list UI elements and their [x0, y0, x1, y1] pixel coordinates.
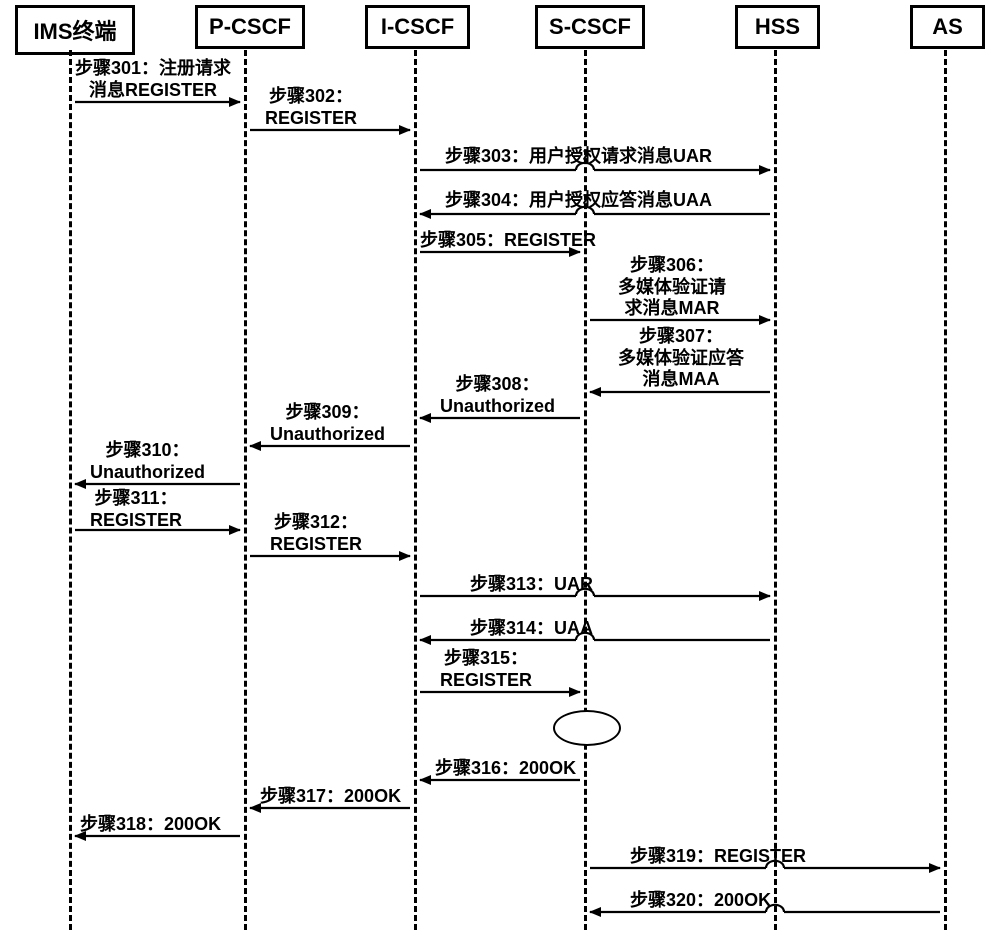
label-m307: 步骤307： 多媒体验证应答 消息MAA: [618, 326, 744, 391]
label-m320: 步骤320：200OK: [630, 890, 771, 912]
label-m315: 步骤315： REGISTER: [440, 648, 532, 691]
label-m314: 步骤314：UAA: [470, 618, 593, 640]
label-m319: 步骤319：REGISTER: [630, 846, 806, 868]
lifeline-head-as: AS: [910, 5, 985, 49]
lifeline-as: [944, 50, 947, 930]
lifeline-hss: [774, 50, 777, 930]
label-m313: 步骤313：UAR: [470, 574, 593, 596]
label-m310: 步骤310： Unauthorized: [90, 440, 205, 483]
lifeline-head-scscf: S-CSCF: [535, 5, 645, 49]
label-m308: 步骤308： Unauthorized: [440, 374, 555, 417]
lifeline-head-hss: HSS: [735, 5, 820, 49]
label-m301: 步骤301：注册请求 消息REGISTER: [75, 58, 231, 101]
lifeline-head-ims: IMS终端: [15, 5, 135, 55]
label-m304: 步骤304：用户授权应答消息UAA: [445, 190, 712, 212]
activity-ellipse: [553, 710, 621, 746]
lifeline-head-pcscf: P-CSCF: [195, 5, 305, 49]
lifeline-pcscf: [244, 50, 247, 930]
label-m312: 步骤312： REGISTER: [270, 512, 362, 555]
label-m318: 步骤318：200OK: [80, 814, 221, 836]
label-m309: 步骤309： Unauthorized: [270, 402, 385, 445]
lifeline-head-icscf: I-CSCF: [365, 5, 470, 49]
lifeline-icscf: [414, 50, 417, 930]
lifeline-scscf: [584, 50, 587, 930]
label-m316: 步骤316：200OK: [435, 758, 576, 780]
sequence-diagram: IMS终端 P-CSCF I-CSCF S-CSCF HSS AS 步骤301：注册请求 …: [0, 0, 1000, 936]
label-m302: 步骤302： REGISTER: [265, 86, 357, 129]
lifeline-ims: [69, 50, 72, 930]
label-m311: 步骤311： REGISTER: [90, 488, 182, 531]
label-m305: 步骤305：REGISTER: [420, 230, 596, 252]
label-m303: 步骤303：用户授权请求消息UAR: [445, 146, 712, 168]
label-m317: 步骤317：200OK: [260, 786, 401, 808]
label-m306: 步骤306： 多媒体验证请 求消息MAR: [618, 255, 726, 320]
